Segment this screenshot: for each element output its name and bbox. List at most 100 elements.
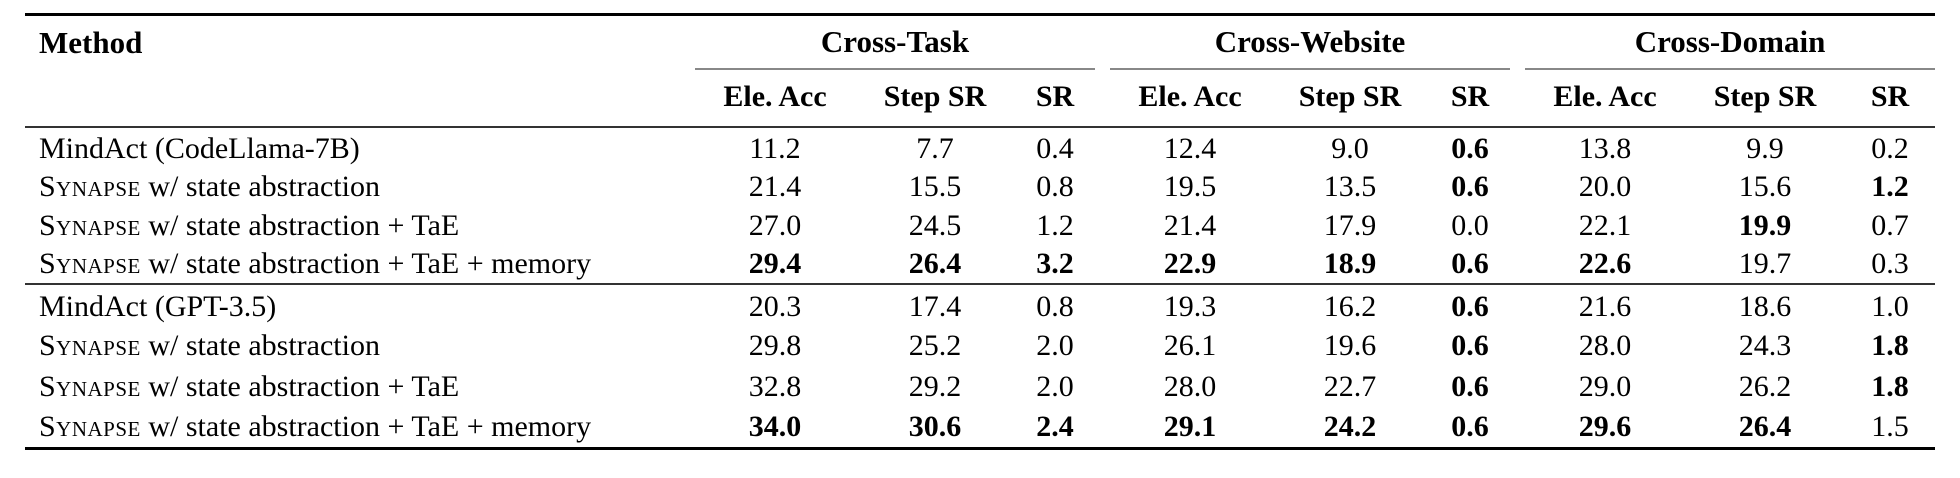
cell-cross-website-step-sr: 13.5 (1323, 169, 1377, 203)
results-block-gpt35: MindAct (GPT-3.5) 20.3 17.4 0.8 19.3 16.… (25, 283, 1936, 448)
cell-cross-domain-ele-acc: 28.0 (1578, 328, 1632, 362)
results-block-codellama: MindAct (CodeLlama-7B) 11.2 7.7 0.4 12.4… (25, 126, 1936, 284)
subheader-cross-domain-sr: SR (1870, 80, 1910, 114)
cell-cross-website-sr: 0.6 (1430, 283, 1511, 326)
cell-cross-domain-step-sr: 15.6 (1738, 169, 1792, 203)
group-gap (1095, 126, 1111, 168)
cell-cross-task-sr: 0.8 (1036, 169, 1074, 203)
group-gap (1095, 167, 1110, 206)
cell-cross-domain-ele-acc: 22.1 (1578, 208, 1632, 242)
cell-cross-task-sr: 0.8 (1015, 283, 1096, 326)
cell-cross-domain-sr: 1.5 (1871, 409, 1909, 443)
cell-cross-domain-sr: 1.8 (1871, 369, 1909, 403)
cell-cross-domain-ele-acc: 22.6 (1578, 247, 1632, 281)
method-smallcaps: Synapse (39, 247, 141, 281)
cell-cross-website-ele-acc: 19.5 (1163, 169, 1217, 203)
method-text: w/ state abstraction (140, 328, 380, 362)
cell-cross-website-ele-acc: 12.4 (1110, 126, 1271, 168)
cell-cross-domain-sr: 0.7 (1871, 208, 1909, 242)
method-cell: MindAct (CodeLlama-7B) (25, 126, 695, 168)
cell-cross-domain-step-sr: 9.9 (1685, 126, 1846, 168)
cell-cross-website-ele-acc: 28.0 (1163, 369, 1217, 403)
cell-cross-task-ele-acc: 21.4 (748, 169, 802, 203)
method-cell: Synapse w/ state abstraction + TaE + mem… (25, 245, 695, 284)
cell-cross-task-step-sr: 7.7 (855, 126, 1015, 168)
group-gap (1510, 69, 1525, 127)
cell-cross-domain-sr: 1.8 (1871, 328, 1909, 362)
table-row: Synapse w/ state abstraction + TaE + mem… (25, 245, 1935, 284)
group-header-cross-task: Cross-Task (695, 14, 1096, 71)
group-gap (1095, 206, 1110, 245)
method-smallcaps: Synapse (39, 369, 141, 403)
method-text: w/ state abstraction + TaE (140, 369, 460, 403)
cell-cross-task-ele-acc: 29.4 (748, 247, 802, 281)
cell-cross-website-step-sr: 9.0 (1270, 126, 1431, 168)
cell-cross-website-sr: 0.6 (1430, 126, 1511, 168)
group-header-row: Method Cross-Task Cross-Website Cross-Do… (25, 14, 1936, 71)
group-gap (1095, 245, 1110, 284)
group-gap (1510, 325, 1525, 366)
subheader-cross-website-sr: SR (1450, 80, 1490, 114)
cell-cross-task-ele-acc: 11.2 (695, 126, 855, 168)
cell-cross-task-step-sr: 26.4 (908, 247, 962, 281)
cell-cross-domain-ele-acc: 29.0 (1578, 369, 1632, 403)
cell-cross-domain-sr: 0.3 (1871, 247, 1909, 281)
cell-cross-task-step-sr: 17.4 (855, 283, 1015, 326)
subheader-cross-website-ele-acc: Ele. Acc (1138, 80, 1242, 114)
method-smallcaps: Synapse (39, 328, 141, 362)
cell-cross-domain-ele-acc: 21.6 (1525, 283, 1686, 326)
cell-cross-task-sr: 2.4 (1036, 409, 1074, 443)
subheader-cross-task-step-sr: Step SR (883, 80, 987, 114)
cell-cross-website-sr: 0.6 (1451, 247, 1489, 281)
cell-cross-website-step-sr: 16.2 (1270, 283, 1431, 326)
group-gap (1510, 366, 1525, 407)
method-smallcaps: Synapse (39, 409, 141, 443)
cell-cross-website-ele-acc: 21.4 (1163, 208, 1217, 242)
group-gap (1510, 126, 1526, 168)
cell-cross-website-step-sr: 24.2 (1323, 409, 1377, 443)
table-wrapper: Method Cross-Task Cross-Website Cross-Do… (25, 13, 1936, 450)
subheader-row: Ele. Acc Step SR SR Ele. Acc Step SR SR … (25, 69, 1935, 127)
group-header-cross-website: Cross-Website (1110, 14, 1511, 71)
cell-cross-task-sr: 1.2 (1036, 208, 1074, 242)
cell-cross-task-step-sr: 30.6 (908, 409, 962, 443)
group-gap (1095, 407, 1110, 448)
method-cell: Synapse w/ state abstraction + TaE + mem… (25, 407, 695, 448)
cell-cross-website-step-sr: 17.9 (1323, 208, 1377, 242)
cell-cross-domain-step-sr: 26.2 (1738, 369, 1792, 403)
cell-cross-website-sr: 0.6 (1451, 169, 1489, 203)
cell-cross-website-sr: 0.6 (1451, 409, 1489, 443)
method-cell: Synapse w/ state abstraction + TaE (25, 366, 695, 407)
cell-cross-domain-sr: 0.2 (1845, 126, 1936, 168)
cell-cross-task-step-sr: 25.2 (908, 328, 962, 362)
table-row: Synapse w/ state abstraction 29.8 25.2 2… (25, 325, 1935, 366)
cell-cross-task-sr: 2.0 (1036, 369, 1074, 403)
group-gap (1510, 407, 1525, 448)
cell-cross-website-step-sr: 22.7 (1323, 369, 1377, 403)
cell-cross-domain-step-sr: 18.6 (1685, 283, 1846, 326)
cell-cross-website-ele-acc: 26.1 (1163, 328, 1217, 362)
table-row: Synapse w/ state abstraction + TaE + mem… (25, 407, 1935, 448)
group-header-cross-domain: Cross-Domain (1525, 14, 1936, 71)
cell-cross-domain-sr: 1.0 (1845, 283, 1936, 326)
method-smallcaps: Synapse (39, 169, 141, 203)
results-table: Method Cross-Task Cross-Website Cross-Do… (25, 13, 1936, 450)
group-gap (1510, 15, 1525, 70)
table-header: Method Cross-Task Cross-Website Cross-Do… (25, 14, 1936, 128)
cell-cross-domain-step-sr: 19.9 (1738, 208, 1792, 242)
cell-cross-task-ele-acc: 27.0 (748, 208, 802, 242)
group-gap (1095, 283, 1111, 326)
cell-cross-task-step-sr: 15.5 (908, 169, 962, 203)
table-row: Synapse w/ state abstraction + TaE 27.0 … (25, 206, 1935, 245)
method-cell: MindAct (GPT-3.5) (25, 283, 695, 326)
cell-cross-task-ele-acc: 29.8 (748, 328, 802, 362)
method-cell: Synapse w/ state abstraction + TaE (25, 206, 695, 245)
cell-cross-task-ele-acc: 32.8 (748, 369, 802, 403)
group-gap (1510, 245, 1525, 284)
table-row: MindAct (GPT-3.5) 20.3 17.4 0.8 19.3 16.… (25, 283, 1936, 326)
cell-cross-domain-sr: 1.2 (1871, 169, 1909, 203)
group-gap (1510, 167, 1525, 206)
subheader-cross-domain-ele-acc: Ele. Acc (1553, 80, 1657, 114)
cell-cross-domain-step-sr: 26.4 (1738, 409, 1792, 443)
